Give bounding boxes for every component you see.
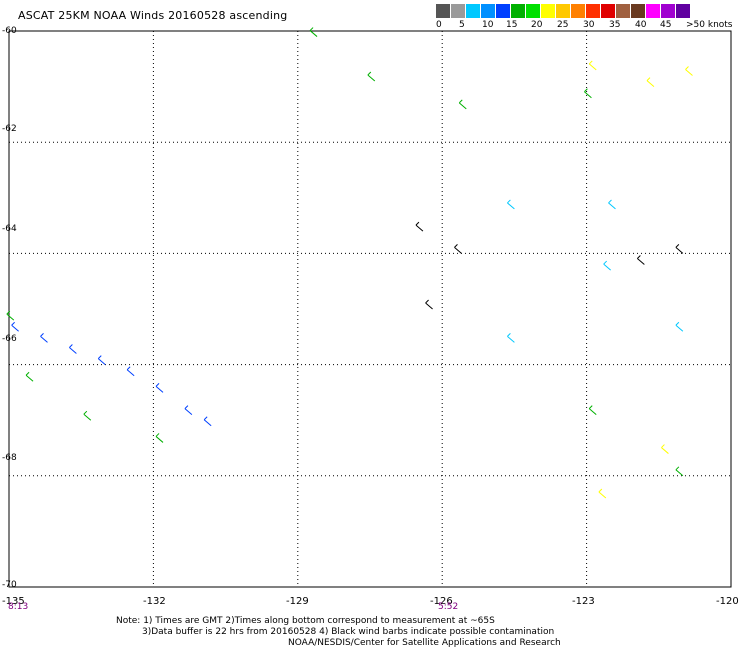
wind-barb <box>83 410 92 421</box>
colorbar-swatch <box>496 4 511 18</box>
lat-label: -70 <box>2 580 17 590</box>
wind-barb <box>367 71 376 82</box>
wind-barb <box>584 88 592 99</box>
lat-label: -66 <box>2 334 17 344</box>
wind-barb <box>203 416 212 427</box>
lat-label: -64 <box>2 224 17 234</box>
wind-barb <box>675 466 684 477</box>
wind-barb <box>685 66 693 76</box>
wind-barb <box>458 99 467 110</box>
wind-barb <box>507 199 515 210</box>
colorbar-swatch <box>556 4 571 18</box>
wind-barb <box>184 405 193 416</box>
wind-barb <box>6 310 15 321</box>
colorbar-label: 20 <box>531 20 543 30</box>
wind-barb <box>588 405 597 416</box>
lat-label: -60 <box>2 26 17 36</box>
wind-barb <box>507 333 515 343</box>
wind-barb <box>155 433 164 443</box>
lat-label: -62 <box>2 124 17 134</box>
wind-barb <box>637 255 645 265</box>
wind-barb <box>425 299 433 310</box>
colorbar-label: 0 <box>436 20 442 30</box>
wind-barb <box>97 355 106 365</box>
wind-barb <box>675 244 684 254</box>
colorbar-swatch <box>541 4 556 18</box>
colorbar-swatch <box>616 4 631 18</box>
lon-label: -123 <box>572 596 595 607</box>
map-frame <box>8 30 732 588</box>
wind-barb <box>309 27 318 37</box>
colorbar-label: 45 <box>660 20 672 30</box>
colorbar-swatch <box>586 4 601 18</box>
wind-barb <box>454 244 462 254</box>
colorbar-label: 30 <box>583 20 595 30</box>
wind-barb <box>126 366 135 377</box>
wind-barb <box>155 383 164 393</box>
note-line: Note: 1) Times are GMT 2)Times along bot… <box>116 616 495 626</box>
map-title: ASCAT 25KM NOAA Winds 20160528 ascending <box>18 9 288 22</box>
colorbar-swatch <box>646 4 661 18</box>
colorbar-label: 40 <box>635 20 647 30</box>
colorbar-swatch <box>511 4 526 18</box>
lat-label: -68 <box>2 453 17 463</box>
wind-barb <box>69 344 77 354</box>
colorbar-swatch <box>601 4 616 18</box>
lon-label: -135 <box>2 596 25 607</box>
wind-barb <box>661 444 669 454</box>
colorbar-label: 5 <box>459 20 465 30</box>
colorbar-swatch <box>451 4 466 18</box>
graticule <box>8 30 732 588</box>
colorbar-label: 35 <box>609 20 621 30</box>
wind-barb <box>40 333 48 343</box>
lon-label: -126 <box>430 596 453 607</box>
colorbar-label: >50 knots <box>686 20 733 30</box>
note-line: NOAA/NESDIS/Center for Satellite Applica… <box>288 638 561 648</box>
note-line: 3)Data buffer is 22 hrs from 20160528 4)… <box>142 627 555 637</box>
colorbar-swatch <box>571 4 586 18</box>
time-label: 8:13 <box>8 602 29 612</box>
colorbar-label: 15 <box>506 20 518 30</box>
colorbar-swatch <box>481 4 496 18</box>
colorbar-swatch <box>631 4 646 18</box>
wind-barb <box>25 371 34 382</box>
lon-label: -132 <box>143 596 166 607</box>
colorbar-swatch <box>526 4 541 18</box>
colorbar-label: 25 <box>557 20 569 30</box>
colorbar-swatch <box>676 4 691 18</box>
wind-barb <box>415 221 424 232</box>
wind-barb <box>608 199 616 210</box>
wind-barb <box>11 321 19 332</box>
wind-barbs <box>6 27 693 499</box>
lon-label: -129 <box>286 596 309 607</box>
colorbar-label: 10 <box>482 20 494 30</box>
wind-speed-colorbar <box>436 4 691 18</box>
time-label: 5:52 <box>438 602 459 612</box>
colorbar-swatch <box>436 4 451 18</box>
wind-barb <box>588 60 597 71</box>
colorbar-swatch <box>661 4 676 18</box>
wind-barb <box>598 488 607 499</box>
wind-barb <box>603 260 611 271</box>
lon-label: -120 <box>716 596 739 607</box>
wind-barb <box>646 77 655 87</box>
colorbar-swatch <box>466 4 481 18</box>
wind-barb <box>675 321 684 332</box>
